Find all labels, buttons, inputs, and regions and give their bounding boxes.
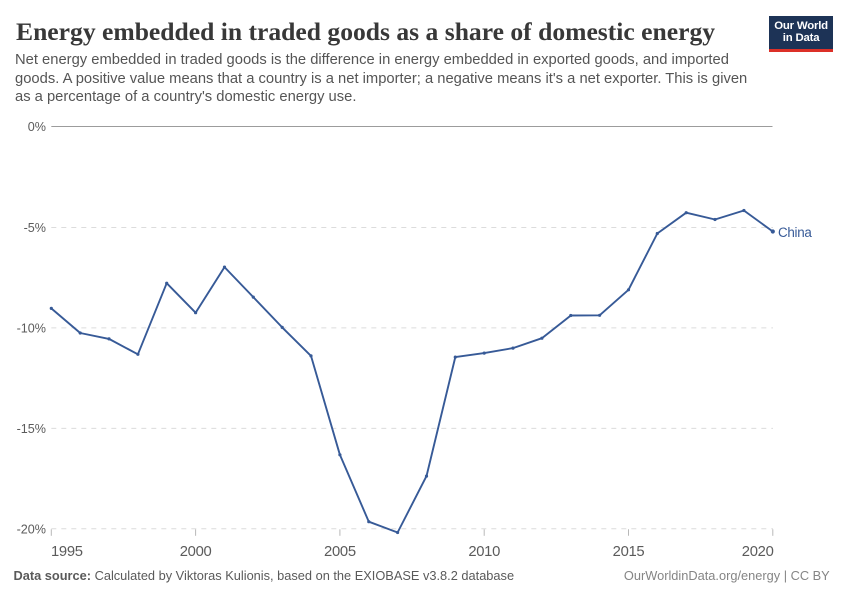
svg-text:2005: 2005	[324, 544, 356, 560]
svg-text:China: China	[778, 225, 812, 240]
svg-text:0%: 0%	[28, 120, 46, 134]
svg-text:-5%: -5%	[24, 221, 46, 235]
svg-text:2020: 2020	[742, 544, 774, 560]
svg-text:2000: 2000	[180, 544, 212, 560]
svg-text:2010: 2010	[468, 544, 500, 560]
svg-text:-10%: -10%	[17, 322, 46, 336]
svg-text:-20%: -20%	[17, 522, 46, 536]
svg-text:1995: 1995	[51, 544, 83, 560]
svg-text:-15%: -15%	[17, 422, 46, 436]
svg-text:2015: 2015	[613, 544, 645, 560]
